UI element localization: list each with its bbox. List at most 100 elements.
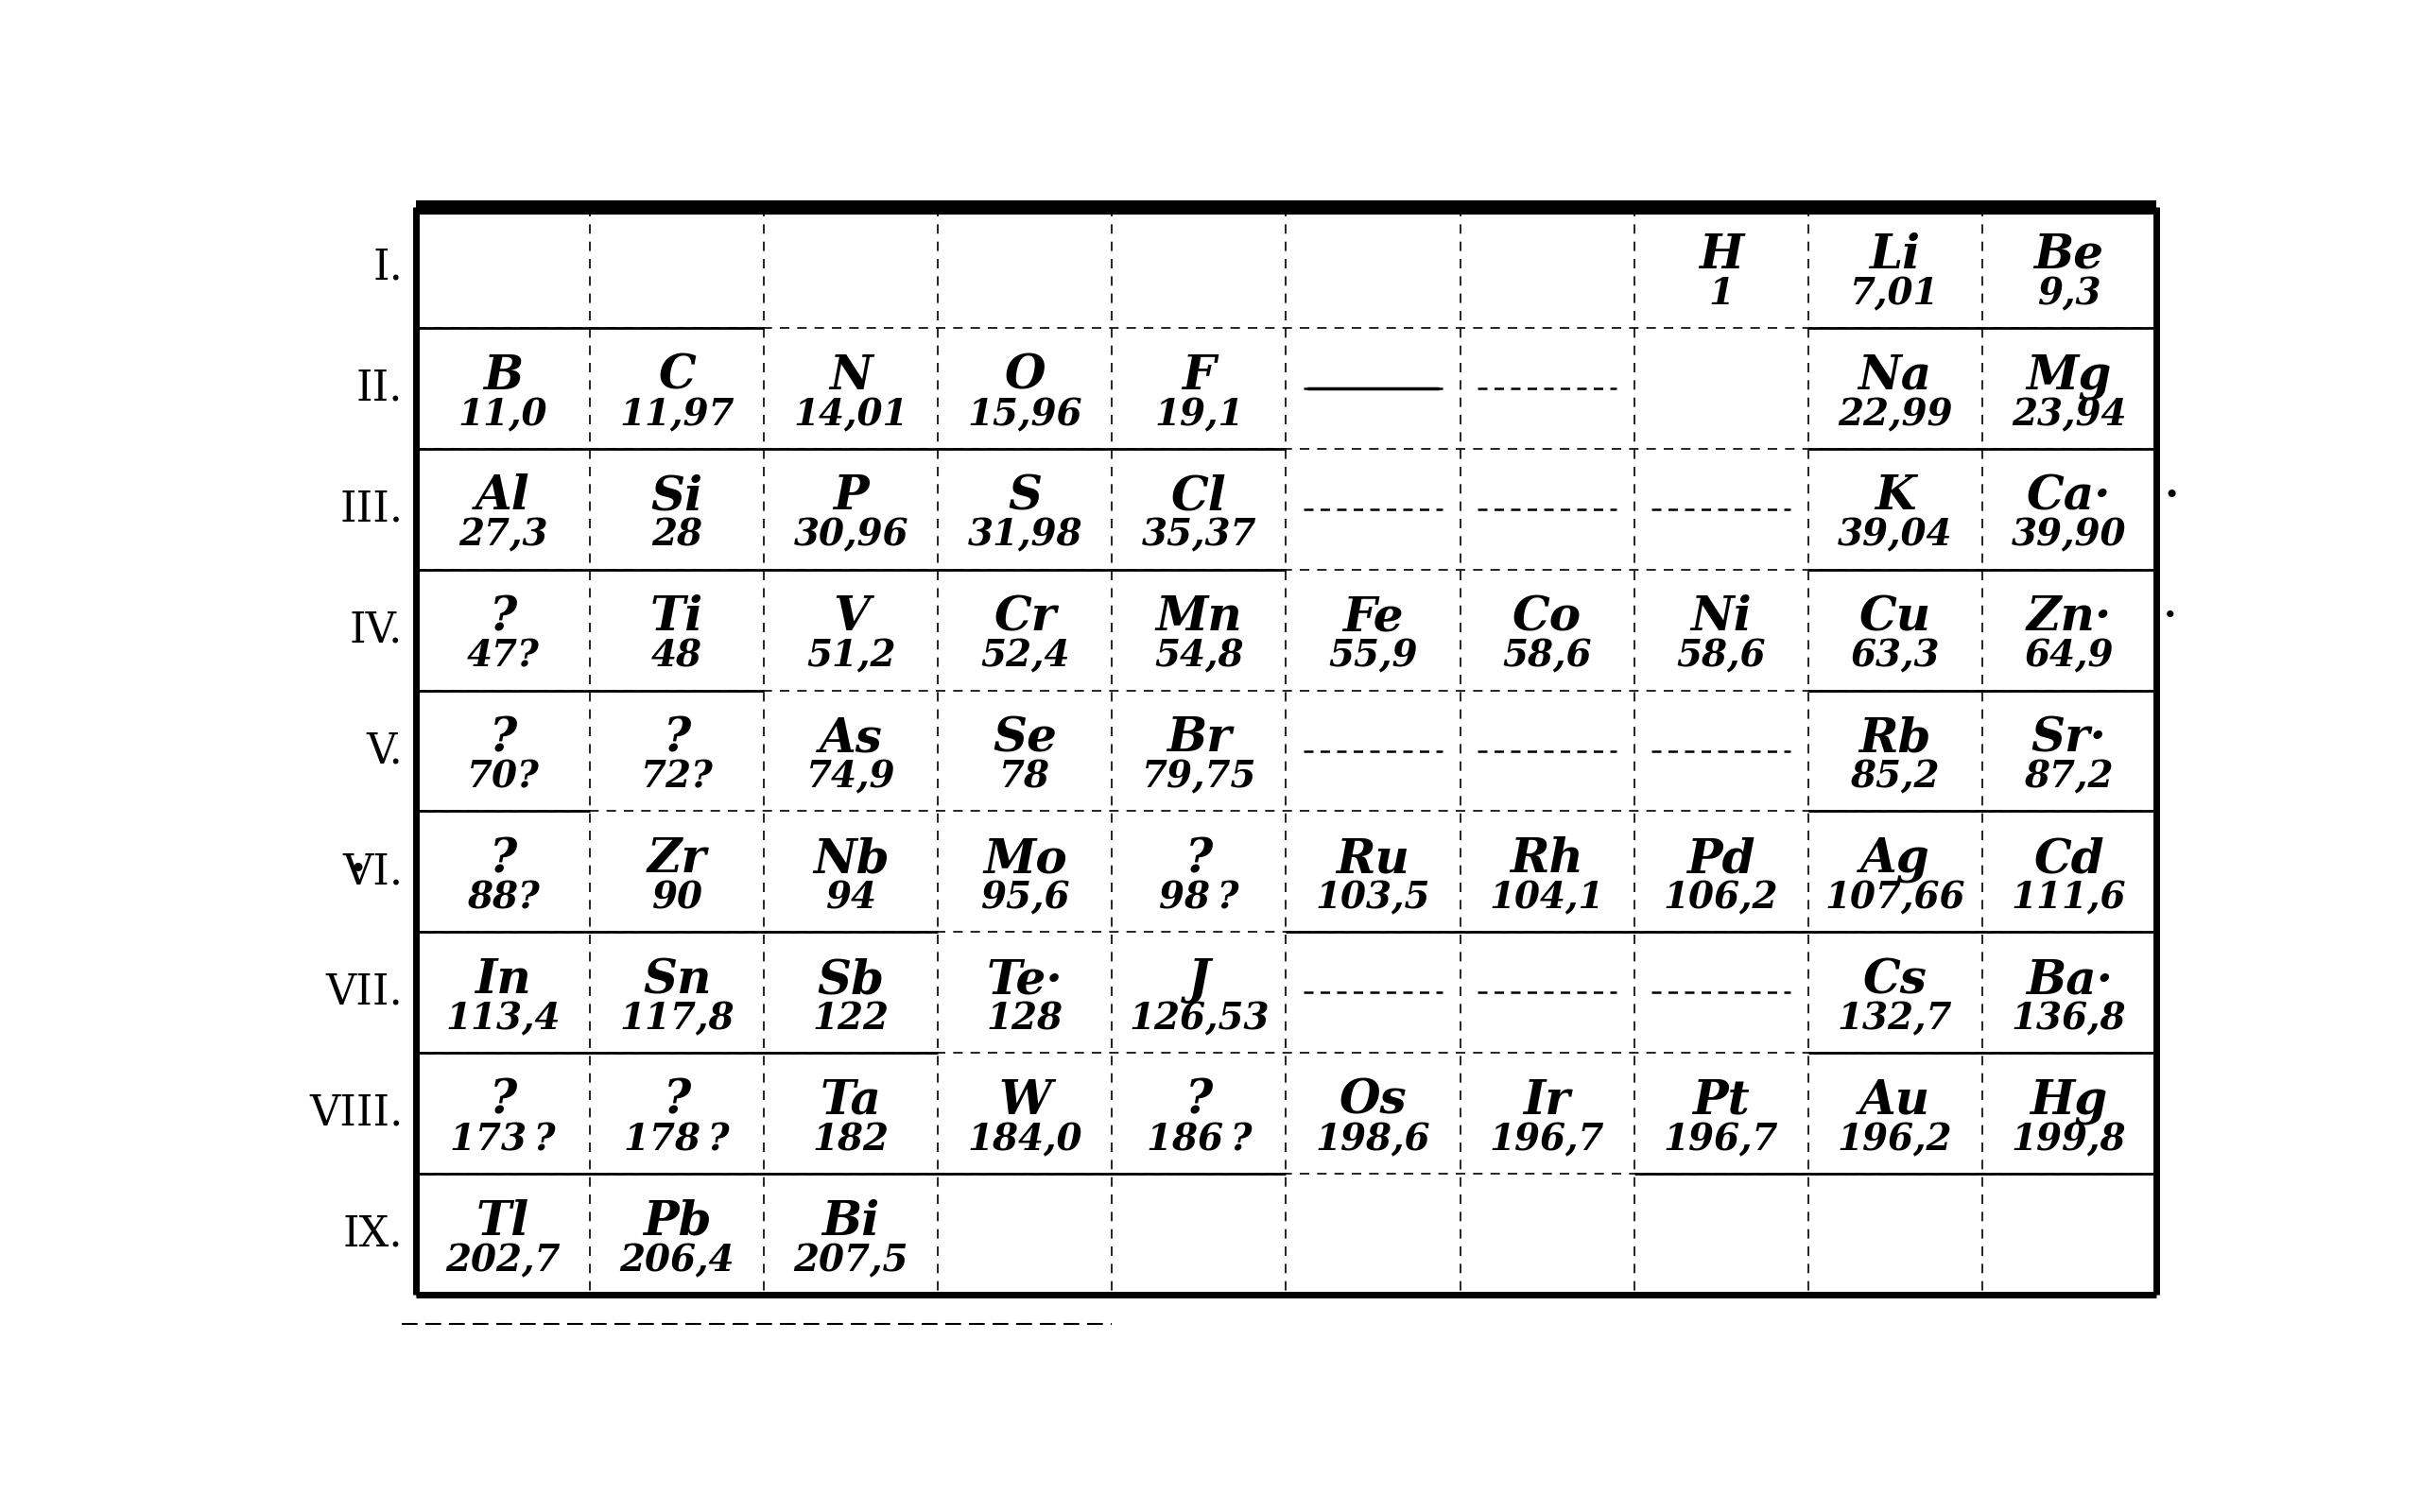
Text: Sn: Sn [644,957,711,1004]
Text: Be: Be [2033,233,2103,278]
Text: ?: ? [663,1078,690,1125]
Text: 85,2: 85,2 [1851,759,1941,795]
Text: VII.: VII. [327,972,402,1013]
Text: C: C [658,352,697,399]
Text: ?: ? [663,715,690,762]
Text: 196,7: 196,7 [1491,1122,1604,1158]
Text: 178 ?: 178 ? [624,1122,731,1158]
Text: 106,2: 106,2 [1663,880,1779,916]
Text: 58,6: 58,6 [1503,638,1592,674]
Text: Cr: Cr [995,594,1055,641]
Text: 1: 1 [1709,277,1733,311]
Text: Te·: Te· [987,957,1062,1004]
Text: 136,8: 136,8 [2011,1001,2127,1037]
Text: 206,4: 206,4 [620,1243,736,1279]
Text: Ni: Ni [1692,594,1752,641]
Text: ?: ? [489,1078,518,1125]
Text: 28: 28 [651,517,702,553]
Text: Fe: Fe [1343,594,1404,641]
Text: 11,97: 11,97 [620,396,736,432]
Text: 52,4: 52,4 [980,638,1070,674]
Text: Ir: Ir [1525,1078,1571,1125]
Text: Cu: Cu [1859,594,1931,641]
Text: ?: ? [1186,1078,1212,1125]
Text: V: V [832,594,869,641]
Text: 39,90: 39,90 [2011,517,2127,553]
Text: 117,8: 117,8 [620,1001,736,1037]
Text: 78: 78 [999,759,1050,795]
Text: As: As [820,715,883,762]
Text: 196,7: 196,7 [1663,1122,1779,1158]
Text: ?: ? [489,715,518,762]
Text: ?: ? [489,594,518,641]
Text: IV.: IV. [351,609,402,650]
Text: Cs: Cs [1863,957,1926,1004]
Text: N: N [830,352,874,399]
Text: 88?: 88? [467,880,540,916]
Text: Pb: Pb [644,1199,711,1246]
Text: 19,1: 19,1 [1154,396,1244,432]
Text: Nb: Nb [813,836,888,883]
Text: Cd: Cd [2033,836,2105,883]
Text: V.: V. [365,730,402,771]
Text: 87,2: 87,2 [2026,759,2113,795]
Text: K: K [1876,473,1917,520]
Text: Ru: Ru [1336,836,1411,883]
Text: Ta: Ta [820,1078,881,1125]
Text: 198,6: 198,6 [1316,1122,1430,1158]
Text: 173 ?: 173 ? [450,1122,557,1158]
Text: 103,5: 103,5 [1316,880,1430,916]
Text: ·: · [346,841,368,903]
Text: P: P [832,473,869,520]
Text: Br: Br [1166,715,1232,762]
Text: Tl: Tl [477,1199,530,1246]
Text: Si: Si [651,473,704,520]
Text: 47?: 47? [467,638,540,674]
Text: 54,8: 54,8 [1154,638,1244,674]
Text: 202,7: 202,7 [445,1243,561,1279]
Text: Ba·: Ba· [2026,957,2113,1004]
Text: III.: III. [339,488,402,529]
Text: 72?: 72? [641,759,714,795]
Text: 196,2: 196,2 [1837,1122,1953,1158]
Text: 48: 48 [651,638,702,674]
Text: VIII.: VIII. [310,1093,402,1134]
Text: 11,0: 11,0 [457,396,547,432]
Text: 14,01: 14,01 [794,396,908,432]
Text: 98 ?: 98 ? [1159,880,1239,916]
Text: 199,8: 199,8 [2011,1122,2127,1158]
Text: Co: Co [1512,594,1583,641]
Text: VI.: VI. [341,851,402,892]
Text: 63,3: 63,3 [1851,638,1941,674]
Text: Li: Li [1868,233,1921,278]
Text: Rh: Rh [1510,836,1583,883]
Text: Rb: Rb [1859,715,1931,762]
Text: 58,6: 58,6 [1677,638,1767,674]
Text: 7,01: 7,01 [1851,277,1941,311]
Text: Au: Au [1859,1078,1931,1125]
Text: Zn·: Zn· [2026,594,2113,641]
Text: Cl: Cl [1171,473,1227,520]
Text: Zr: Zr [646,836,707,883]
Text: Mo: Mo [983,836,1067,883]
Text: 182: 182 [813,1122,888,1158]
Text: S: S [1009,473,1043,520]
Text: Sr·: Sr· [2030,715,2108,762]
Text: IX.: IX. [344,1214,402,1255]
Text: Al: Al [477,473,530,520]
Text: 15,96: 15,96 [968,396,1082,432]
Text: In: In [474,957,532,1004]
Text: Bi: Bi [823,1199,881,1246]
Text: 27,3: 27,3 [457,517,547,553]
Text: 35,37: 35,37 [1142,517,1256,553]
Text: Sb: Sb [818,957,886,1004]
Text: II.: II. [356,367,402,408]
Text: ·: · [2161,469,2180,525]
Text: Os: Os [1338,1078,1406,1125]
Text: O: O [1004,352,1045,399]
Text: Ca·: Ca· [2026,473,2110,520]
Text: H: H [1699,233,1742,278]
Text: 184,0: 184,0 [968,1122,1082,1158]
Text: 70?: 70? [467,759,540,795]
Text: 22,99: 22,99 [1837,396,1953,432]
